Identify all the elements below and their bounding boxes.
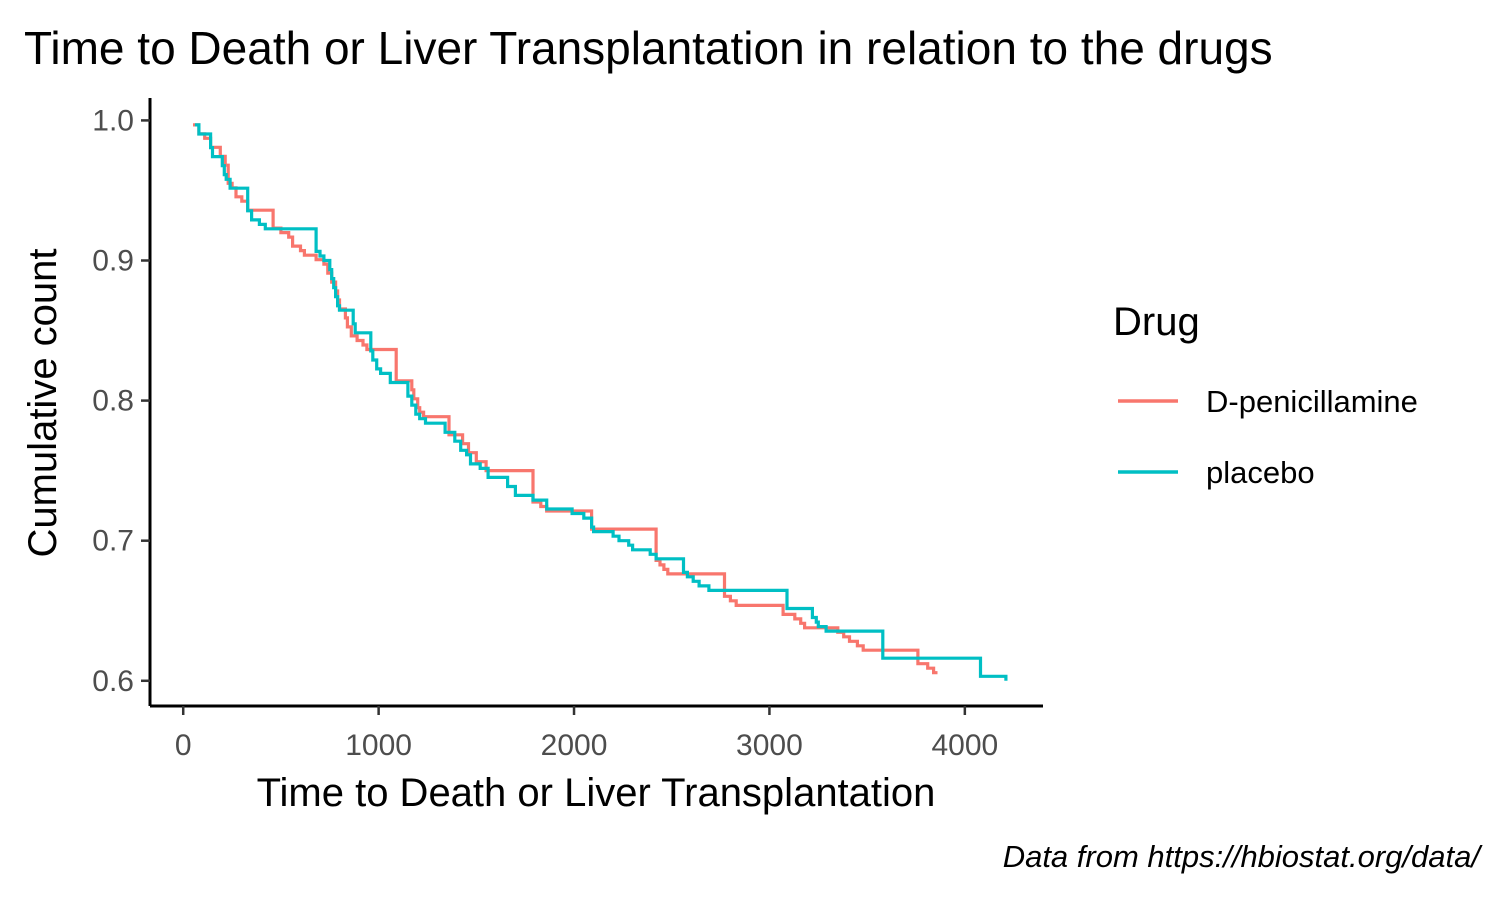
legend-label-d-penicillamine: D-penicillamine xyxy=(1206,384,1418,419)
series-layer xyxy=(193,123,1008,681)
x-tick-label: 4000 xyxy=(931,729,998,762)
y-tick-label: 0.6 xyxy=(92,665,134,698)
legend-label-placebo: placebo xyxy=(1206,455,1315,490)
x-axis-ticks: 0 1000 2000 3000 4000 xyxy=(175,706,998,762)
chart-caption: Data from https://hbiostat.org/data/ xyxy=(1003,839,1484,874)
series-line-d-penicillamine xyxy=(193,123,938,675)
y-axis-ticks: 0.6 0.7 0.8 0.9 1.0 xyxy=(92,104,150,698)
x-tick-label: 1000 xyxy=(345,729,412,762)
y-tick-label: 0.9 xyxy=(92,245,134,278)
y-tick-label: 1.0 xyxy=(92,104,134,137)
y-tick-label: 0.8 xyxy=(92,385,134,418)
y-axis-title: Cumulative count xyxy=(21,248,65,557)
series-line-placebo xyxy=(194,123,1008,681)
x-tick-label: 2000 xyxy=(541,729,608,762)
x-tick-label: 3000 xyxy=(736,729,803,762)
legend: Drug D-penicillamine placebo xyxy=(1113,300,1418,490)
x-axis-title: Time to Death or Liver Transplantation xyxy=(257,771,936,815)
y-tick-label: 0.7 xyxy=(92,525,134,558)
x-tick-label: 0 xyxy=(175,729,192,762)
chart-title: Time to Death or Liver Transplantation i… xyxy=(24,22,1273,74)
legend-title: Drug xyxy=(1113,300,1200,344)
